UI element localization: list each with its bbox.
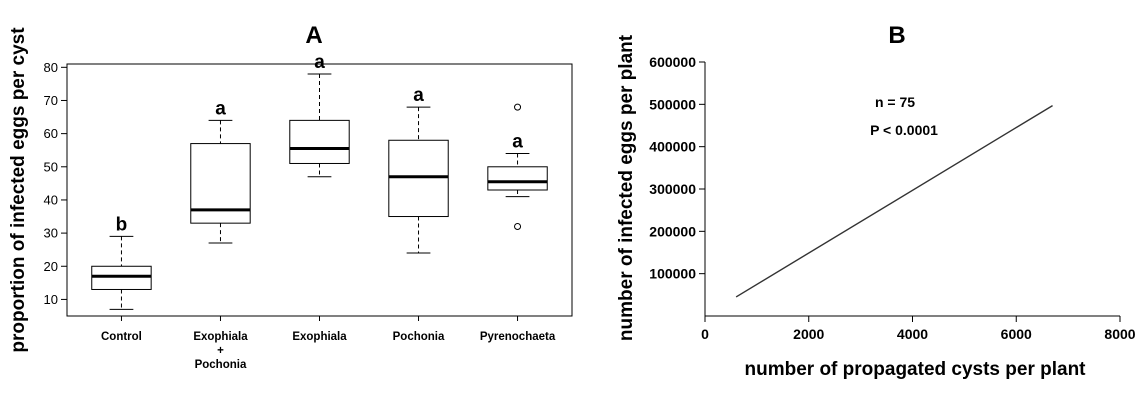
panel-a-y-tick-label: 80 — [44, 60, 58, 75]
outlier-point — [514, 103, 522, 111]
panel-b-annotation-p: P < 0.0001 — [870, 122, 938, 138]
significance-letter: b — [116, 214, 128, 235]
category-label: Pyrenochaeta — [480, 331, 556, 343]
panel-b-letter: B — [888, 22, 905, 49]
significance-letter: a — [215, 98, 226, 119]
panel-a-y-tick-label: 20 — [44, 259, 58, 274]
box-exophiala-pochonia: a — [190, 98, 251, 244]
panel-b-annotation-n: n = 75 — [875, 94, 915, 110]
significance-letter: a — [413, 85, 424, 106]
panel-b-x-tick-label: 6000 — [1001, 326, 1032, 342]
panel-b-x-tick-label: 2000 — [793, 326, 824, 342]
panel-a: A proportion of infected eggs per cyst 1… — [8, 22, 573, 371]
category-label: Exophiala — [193, 331, 248, 343]
category-label: Exophiala — [292, 331, 347, 343]
panel-b-y-axis-label: number of infected eggs per plant — [616, 34, 637, 341]
category-label: Control — [101, 331, 142, 343]
category-label: Pochonia — [393, 331, 445, 343]
panel-b-x-tick-label: 0 — [701, 326, 709, 342]
panel-a-y-tick-label: 50 — [44, 159, 58, 174]
interquartile-box — [388, 139, 449, 218]
significance-letter: a — [512, 132, 523, 153]
box-pochonia: a — [388, 85, 449, 254]
panel-a-y-tick-label: 40 — [44, 192, 58, 207]
panel-a-y-tick-label: 70 — [44, 93, 58, 108]
panel-b-y-tick-label: 200000 — [649, 223, 696, 239]
interquartile-box — [487, 166, 548, 191]
box-pyrenochaeta: a — [487, 103, 548, 230]
panel-b-x-axis-label: number of propagated cysts per plant — [745, 359, 1087, 380]
panel-a-letter: A — [305, 22, 322, 49]
panel-b-y-tick-label: 100000 — [649, 266, 696, 282]
box-exophiala: a — [289, 52, 350, 178]
panel-a-boxes: b a a a a — [91, 52, 548, 310]
interquartile-box — [91, 265, 152, 290]
panel-a-y-ticks: 10 20 30 40 50 60 70 80 — [44, 60, 67, 307]
box-control: b — [91, 214, 152, 310]
panel-a-category-labels: Control Exophiala + Pochonia Exophiala Pochon… — [101, 316, 556, 371]
panel-b-y-tick-label: 600000 — [649, 54, 696, 70]
panel-b-y-tick-label: 500000 — [649, 96, 696, 112]
panel-b: B number of infected eggs per plant numb… — [616, 22, 1136, 380]
panel-b-y-tick-label: 300000 — [649, 181, 696, 197]
panel-b-y-tick-label: 400000 — [649, 139, 696, 155]
category-label: + — [217, 345, 224, 357]
panel-a-y-axis-label: proportion of infected eggs per cyst — [8, 27, 29, 353]
regression-line — [735, 105, 1053, 298]
outlier-point — [514, 222, 522, 230]
panel-b-x-ticks: 0 2000 4000 6000 8000 — [701, 316, 1136, 342]
panel-b-y-ticks: 100000 200000 300000 400000 500000 600000 — [649, 54, 705, 282]
panel-a-y-tick-label: 30 — [44, 226, 58, 241]
panel-a-y-tick-label: 60 — [44, 126, 58, 141]
panel-b-x-tick-label: 4000 — [897, 326, 928, 342]
panel-a-y-tick-label: 10 — [44, 292, 58, 307]
category-label: Pochonia — [195, 359, 247, 371]
panel-b-series — [735, 105, 1053, 298]
panel-b-x-tick-label: 8000 — [1104, 326, 1135, 342]
significance-letter: a — [314, 52, 325, 73]
interquartile-box — [289, 119, 350, 164]
